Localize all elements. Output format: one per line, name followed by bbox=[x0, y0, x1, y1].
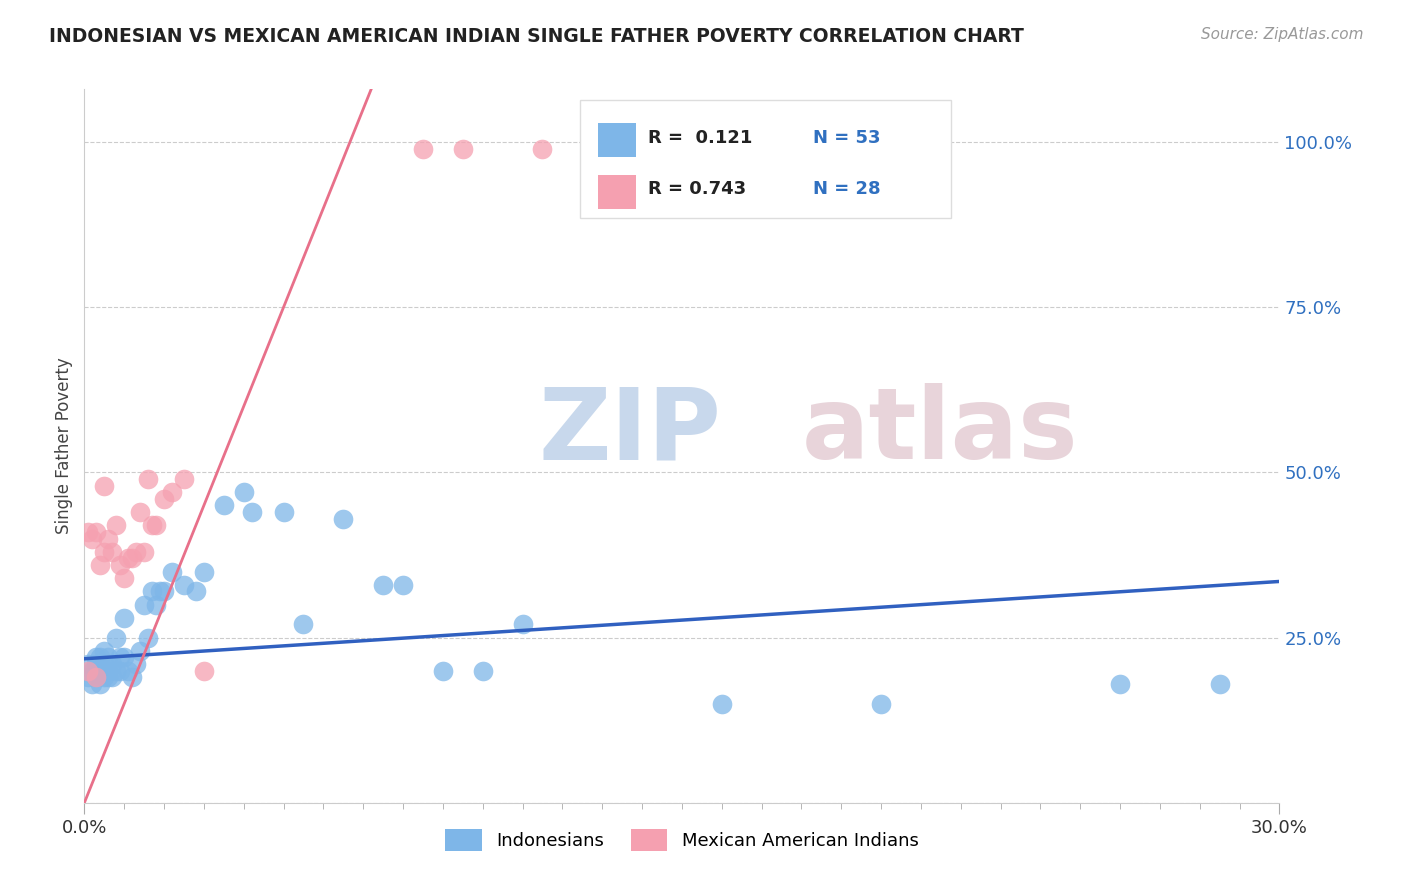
Point bbox=[112, 650, 135, 665]
Point bbox=[112, 571, 135, 585]
Point bbox=[86, 650, 108, 665]
FancyBboxPatch shape bbox=[599, 175, 637, 209]
Legend: Indonesians, Mexican American Indians: Indonesians, Mexican American Indians bbox=[439, 822, 925, 858]
Point bbox=[101, 545, 124, 559]
Point bbox=[160, 565, 183, 579]
Point bbox=[77, 664, 100, 678]
Point bbox=[471, 664, 494, 678]
Point bbox=[101, 670, 124, 684]
Point bbox=[145, 518, 167, 533]
Point bbox=[89, 664, 111, 678]
FancyBboxPatch shape bbox=[599, 123, 637, 157]
Point bbox=[125, 545, 148, 559]
Point bbox=[184, 584, 207, 599]
Text: ZIP: ZIP bbox=[538, 384, 721, 480]
Point bbox=[132, 598, 156, 612]
Point bbox=[77, 657, 100, 671]
Point bbox=[82, 532, 104, 546]
Point bbox=[392, 578, 415, 592]
Point bbox=[332, 511, 354, 525]
Point bbox=[1109, 677, 1132, 691]
Point bbox=[121, 670, 143, 684]
Point bbox=[110, 558, 132, 572]
Point bbox=[121, 551, 143, 566]
Point bbox=[86, 657, 108, 671]
Point bbox=[117, 664, 139, 678]
Point bbox=[412, 142, 434, 156]
Point bbox=[112, 611, 135, 625]
Point bbox=[232, 485, 254, 500]
Point bbox=[1209, 677, 1232, 691]
Point bbox=[89, 677, 111, 691]
Point bbox=[240, 505, 263, 519]
Point bbox=[89, 650, 111, 665]
Point bbox=[86, 524, 108, 539]
Text: N = 53: N = 53 bbox=[814, 128, 882, 146]
Point bbox=[101, 657, 124, 671]
Y-axis label: Single Father Poverty: Single Father Poverty bbox=[55, 358, 73, 534]
Point bbox=[129, 505, 152, 519]
Point bbox=[136, 631, 159, 645]
Point bbox=[77, 524, 100, 539]
Point bbox=[193, 565, 215, 579]
Text: atlas: atlas bbox=[801, 384, 1078, 480]
Point bbox=[531, 142, 554, 156]
Point bbox=[451, 142, 474, 156]
Point bbox=[710, 697, 733, 711]
Point bbox=[97, 670, 120, 684]
Point bbox=[97, 532, 120, 546]
Point bbox=[149, 584, 172, 599]
Point bbox=[136, 472, 159, 486]
Point bbox=[117, 551, 139, 566]
Point bbox=[153, 491, 176, 506]
Point bbox=[86, 670, 108, 684]
Point bbox=[93, 545, 115, 559]
FancyBboxPatch shape bbox=[581, 100, 950, 218]
Point bbox=[105, 518, 128, 533]
Point bbox=[93, 478, 115, 492]
Point bbox=[292, 617, 315, 632]
Text: R = 0.743: R = 0.743 bbox=[648, 180, 747, 198]
Point bbox=[512, 617, 534, 632]
Point bbox=[173, 472, 195, 486]
Point bbox=[141, 518, 163, 533]
Point bbox=[193, 664, 215, 678]
Text: Source: ZipAtlas.com: Source: ZipAtlas.com bbox=[1201, 27, 1364, 42]
Point bbox=[373, 578, 395, 592]
Point bbox=[273, 505, 295, 519]
Point bbox=[870, 697, 893, 711]
Point bbox=[153, 584, 176, 599]
Point bbox=[77, 670, 100, 684]
Text: R =  0.121: R = 0.121 bbox=[648, 128, 752, 146]
Point bbox=[129, 644, 152, 658]
Point bbox=[132, 545, 156, 559]
Point bbox=[173, 578, 195, 592]
Point bbox=[145, 598, 167, 612]
Point bbox=[110, 650, 132, 665]
Point bbox=[97, 664, 120, 678]
Point bbox=[125, 657, 148, 671]
Point bbox=[93, 670, 115, 684]
Point bbox=[432, 664, 454, 678]
Point bbox=[212, 499, 235, 513]
Point bbox=[97, 650, 120, 665]
Text: INDONESIAN VS MEXICAN AMERICAN INDIAN SINGLE FATHER POVERTY CORRELATION CHART: INDONESIAN VS MEXICAN AMERICAN INDIAN SI… bbox=[49, 27, 1024, 45]
Point bbox=[82, 677, 104, 691]
Text: N = 28: N = 28 bbox=[814, 180, 882, 198]
Point bbox=[105, 631, 128, 645]
Point bbox=[141, 584, 163, 599]
Point bbox=[86, 670, 108, 684]
Point bbox=[89, 558, 111, 572]
Point bbox=[105, 664, 128, 678]
Point bbox=[93, 644, 115, 658]
Point bbox=[160, 485, 183, 500]
Point bbox=[93, 657, 115, 671]
Point bbox=[82, 664, 104, 678]
Point bbox=[110, 664, 132, 678]
